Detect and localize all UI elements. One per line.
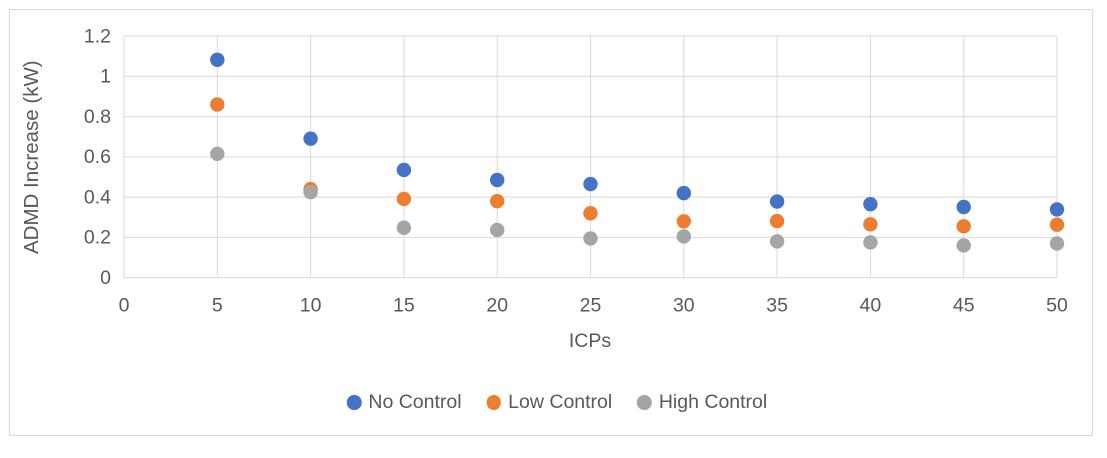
svg-text:20: 20 <box>486 295 508 317</box>
svg-text:0: 0 <box>119 295 130 317</box>
svg-text:5: 5 <box>212 295 223 317</box>
svg-text:25: 25 <box>580 295 602 317</box>
svg-text:40: 40 <box>860 295 882 317</box>
svg-text:1: 1 <box>100 66 111 88</box>
svg-text:0.8: 0.8 <box>84 106 111 128</box>
svg-text:0.2: 0.2 <box>84 227 111 249</box>
svg-text:1.2: 1.2 <box>84 25 111 47</box>
svg-text:10: 10 <box>300 295 322 317</box>
svg-text:15: 15 <box>393 295 415 317</box>
svg-text:30: 30 <box>673 295 695 317</box>
svg-text:45: 45 <box>953 295 975 317</box>
svg-text:50: 50 <box>1046 295 1068 317</box>
svg-text:0.4: 0.4 <box>84 186 111 208</box>
svg-text:0.6: 0.6 <box>84 146 111 168</box>
svg-text:0: 0 <box>100 267 111 289</box>
svg-text:35: 35 <box>766 295 788 317</box>
